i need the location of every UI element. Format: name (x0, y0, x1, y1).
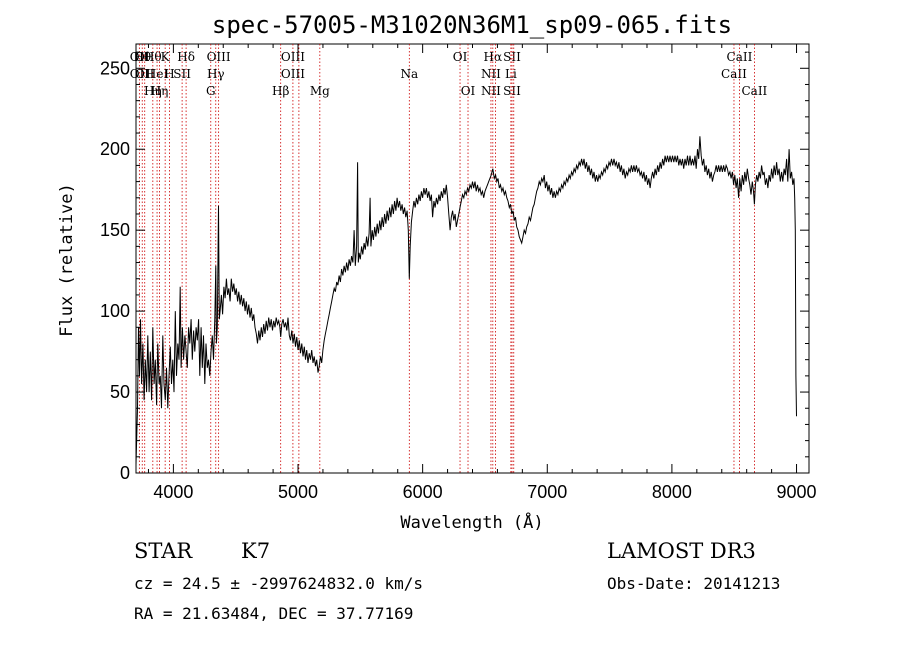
line-label: Hα (484, 50, 503, 64)
line-label: Hγ (207, 67, 225, 81)
coordinates-text: RA = 21.63484, DEC = 37.77169 (134, 604, 413, 623)
line-label: OIII (207, 50, 231, 64)
line-label: OII (135, 67, 155, 81)
line-label: SII (503, 50, 521, 64)
line-label: OIII (281, 50, 305, 64)
line-label: H (164, 67, 174, 81)
line-label: SII (503, 84, 521, 98)
plot-frame (135, 43, 810, 474)
obs-date-text: Obs-Date: 20141213 (607, 574, 780, 593)
spectral-line-markers: OIIOIIHθOIIOIIHθHηHeIHηKHSIIHδGHγOIIIHβO… (130, 44, 768, 473)
line-label: Hδ (177, 50, 195, 64)
line-label: CaII (721, 67, 747, 81)
line-label: K (161, 50, 171, 64)
redshift-text: cz = 24.5 ± -2997624832.0 km/s (134, 574, 423, 593)
y-tick-label: 150 (100, 220, 130, 240)
x-axis-label: Wavelength (Å) (400, 511, 543, 533)
x-tick-label: 6000 (403, 482, 443, 502)
y-tick-label: 0 (120, 463, 130, 483)
line-label: OII (130, 67, 150, 81)
line-label: Hθ (133, 50, 151, 64)
y-tick-label: 50 (110, 382, 130, 402)
line-label: OIII (281, 67, 305, 81)
y-tick-label: 200 (100, 139, 130, 159)
y-tick-label: 100 (100, 301, 130, 321)
line-label: OI (461, 84, 476, 98)
line-label: Hθ (144, 50, 162, 64)
line-label: OI (453, 50, 468, 64)
line-label: Hβ (272, 84, 289, 98)
line-label: OII (130, 50, 150, 64)
x-tick-label: 9000 (777, 482, 817, 502)
line-label: Li (505, 67, 517, 81)
y-tick-label: 250 (100, 58, 130, 78)
survey-name: LAMOST DR3 (607, 539, 756, 563)
x-tick-label: 7000 (527, 482, 567, 502)
x-tick-label: 8000 (652, 482, 692, 502)
line-label: G (206, 84, 216, 98)
object-subclass: K7 (241, 539, 270, 563)
line-label: SII (173, 67, 191, 81)
line-label: OII (135, 50, 155, 64)
line-label: HeI (146, 67, 169, 81)
line-label: Mg (310, 84, 330, 98)
line-label: CaII (727, 50, 753, 64)
axis-ticks: 4000 5000 6000 7000 8000 9000 0 50 100 150 200 250 (100, 44, 817, 502)
x-tick-label: 4000 (153, 482, 193, 502)
object-class: STAR (134, 539, 193, 563)
line-label: CaII (741, 84, 767, 98)
line-label: Hη (151, 84, 169, 98)
x-tick-label: 5000 (278, 482, 318, 502)
chart-title: spec-57005-M31020N36M1_sp09-065.fits (212, 11, 732, 39)
y-axis-label: Flux (relative) (57, 183, 77, 337)
line-label: NII (481, 67, 501, 81)
line-label: NII (481, 84, 501, 98)
line-label: Na (400, 67, 418, 81)
spectrum-line (135, 136, 797, 465)
